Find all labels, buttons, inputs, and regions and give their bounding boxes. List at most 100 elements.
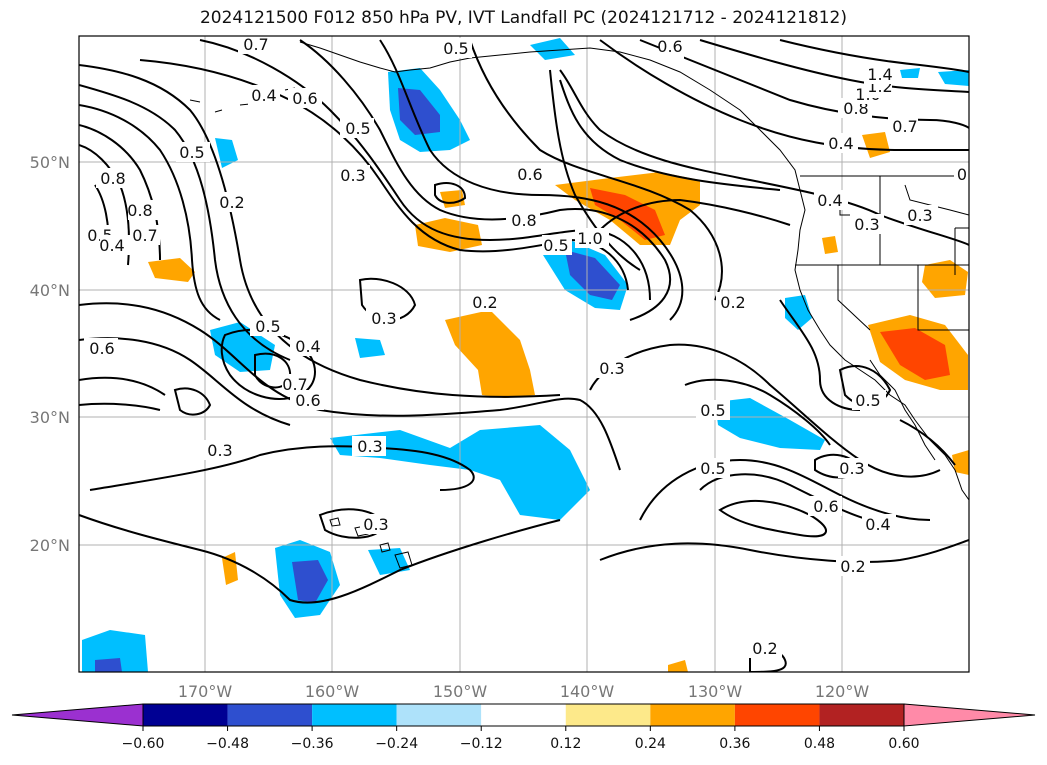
colorbar-segment [227,704,313,726]
pv-contour-line [434,182,467,204]
lat-tick-label: 50°N [30,153,70,172]
contour-label: 0.5 [855,391,880,410]
contour-label: 0.8 [511,211,536,230]
contour-label: 0.2 [219,193,244,212]
colorbar-tick-label: 0.36 [719,736,750,752]
contour-label: 0.6 [517,165,542,184]
pv-contour-line [79,514,561,604]
contour-label: 0.5 [255,317,280,336]
pv-contour-line [469,39,723,301]
colorbar-tick-label: −0.48 [206,736,249,752]
pv-contour-line [779,39,969,73]
positive-pc-region [222,552,238,585]
contour-label: 0.3 [363,515,388,534]
colorbar-extend-high [903,703,1036,727]
contour-labels: 0.7 0.5 0.4 0.6 0.5 0.3 0.2 0.5 0.8 0.5 … [84,34,969,658]
pv-contour-line [718,499,827,538]
contour-label: 0.3 [207,441,232,460]
pv-contour-line [379,39,684,321]
lon-tick-label: 120°W [815,682,870,701]
contour-label: 0.4 [828,134,853,153]
contour-label: 0.3 [854,215,879,234]
colorbar-tick-label: −0.24 [375,736,418,752]
pv-contour-line [779,299,861,411]
negative-pc-core [292,560,328,603]
shaded-fields [82,38,969,672]
lon-tick-label: 160°W [305,682,360,701]
colorbar-frame [142,703,905,727]
contour-label: 0.7 [243,35,268,54]
contour-label: 0.7 [132,226,157,245]
lon-tick-label: 140°W [560,682,615,701]
north-america-coast [794,189,969,501]
colorbar-tick-label: 0.60 [888,736,919,752]
negative-pc-region [355,338,385,358]
colorbar-tick-label: 0.24 [635,736,666,752]
contour-label: 0.4 [865,515,890,534]
contour-label: 0.5 [700,401,725,420]
colorbar-extend-low [11,703,144,727]
positive-pc-core [880,328,950,380]
aleutian-islands [189,87,296,113]
colorbar-tick-label: 0.48 [804,736,835,752]
negative-pc-region [900,68,920,78]
hawaii-island [394,551,413,569]
map-frame [78,35,970,673]
contour-label: 0.6 [89,339,114,358]
negative-pc-region [715,398,825,450]
lat-tick-label: 30°N [30,408,70,427]
negative-pc-core [565,250,620,300]
hawaii-island [329,517,341,527]
positive-pc-region [952,450,969,475]
map-title: 2024121500 F012 850 hPa PV, IVT Landfall… [199,8,847,28]
contour-label: 0.2 [752,639,777,658]
contour-label: 0.7 [282,375,307,394]
colorbar-tick-label: −0.36 [291,736,334,752]
colorbar-segment [481,704,566,726]
positive-pc-region [862,132,890,158]
contour-label: 0.7 [892,117,917,136]
pv-contour-line [699,39,969,93]
pv-contour-line [89,445,475,491]
contour-label: 0.2 [472,293,497,312]
lat-tick-label: 20°N [30,536,70,555]
contour-label: 0.5 [443,39,468,58]
negative-pc-core [95,658,122,672]
pv-contour-line [299,39,671,321]
colorbar: −0.60 −0.48 −0.36 −0.24 −0.12 0.12 0.24 0.36 0.4… [11,703,1036,752]
lon-tick-label: 170°W [178,682,233,701]
pv-contour-line [79,302,621,471]
colorbar-tick-label: −0.60 [122,736,165,752]
contour-label: 1.4 [867,65,892,84]
pv-contour-line [173,387,212,416]
contour-label: 0.6 [657,37,682,56]
colorbar-segment [396,704,482,726]
contour-label: 0.3 [599,359,624,378]
coastlines [189,41,969,569]
contour-label: 0.5 [345,119,370,138]
pv-contour-line [79,402,161,411]
pv-contour-line [599,198,791,231]
pv-contour-line [79,104,221,321]
colorbar-segment [819,704,904,726]
pv-contour-line [639,39,969,129]
negative-pc-region [938,70,969,86]
positive-pc-region [668,660,688,672]
colorbar-segment [650,704,735,726]
colorbar-segment [734,704,820,726]
contour-label: 0.3 [839,459,864,478]
lat-tick-label: 40°N [30,281,70,300]
contour-label: 0.6 [292,89,317,108]
negative-pc-region [368,548,410,575]
contour-label: 0.6 [295,391,320,410]
contour-label: 0 [957,165,967,184]
contour-label: 0.8 [127,201,152,220]
negative-pc-region [215,138,238,168]
hawaii-island [379,542,391,553]
contour-label: 0.3 [371,309,396,328]
contour-label: 0.3 [340,166,365,185]
contour-label: 0.5 [700,459,725,478]
pv-contour-line [79,84,291,361]
pv-contour-line [599,539,969,563]
